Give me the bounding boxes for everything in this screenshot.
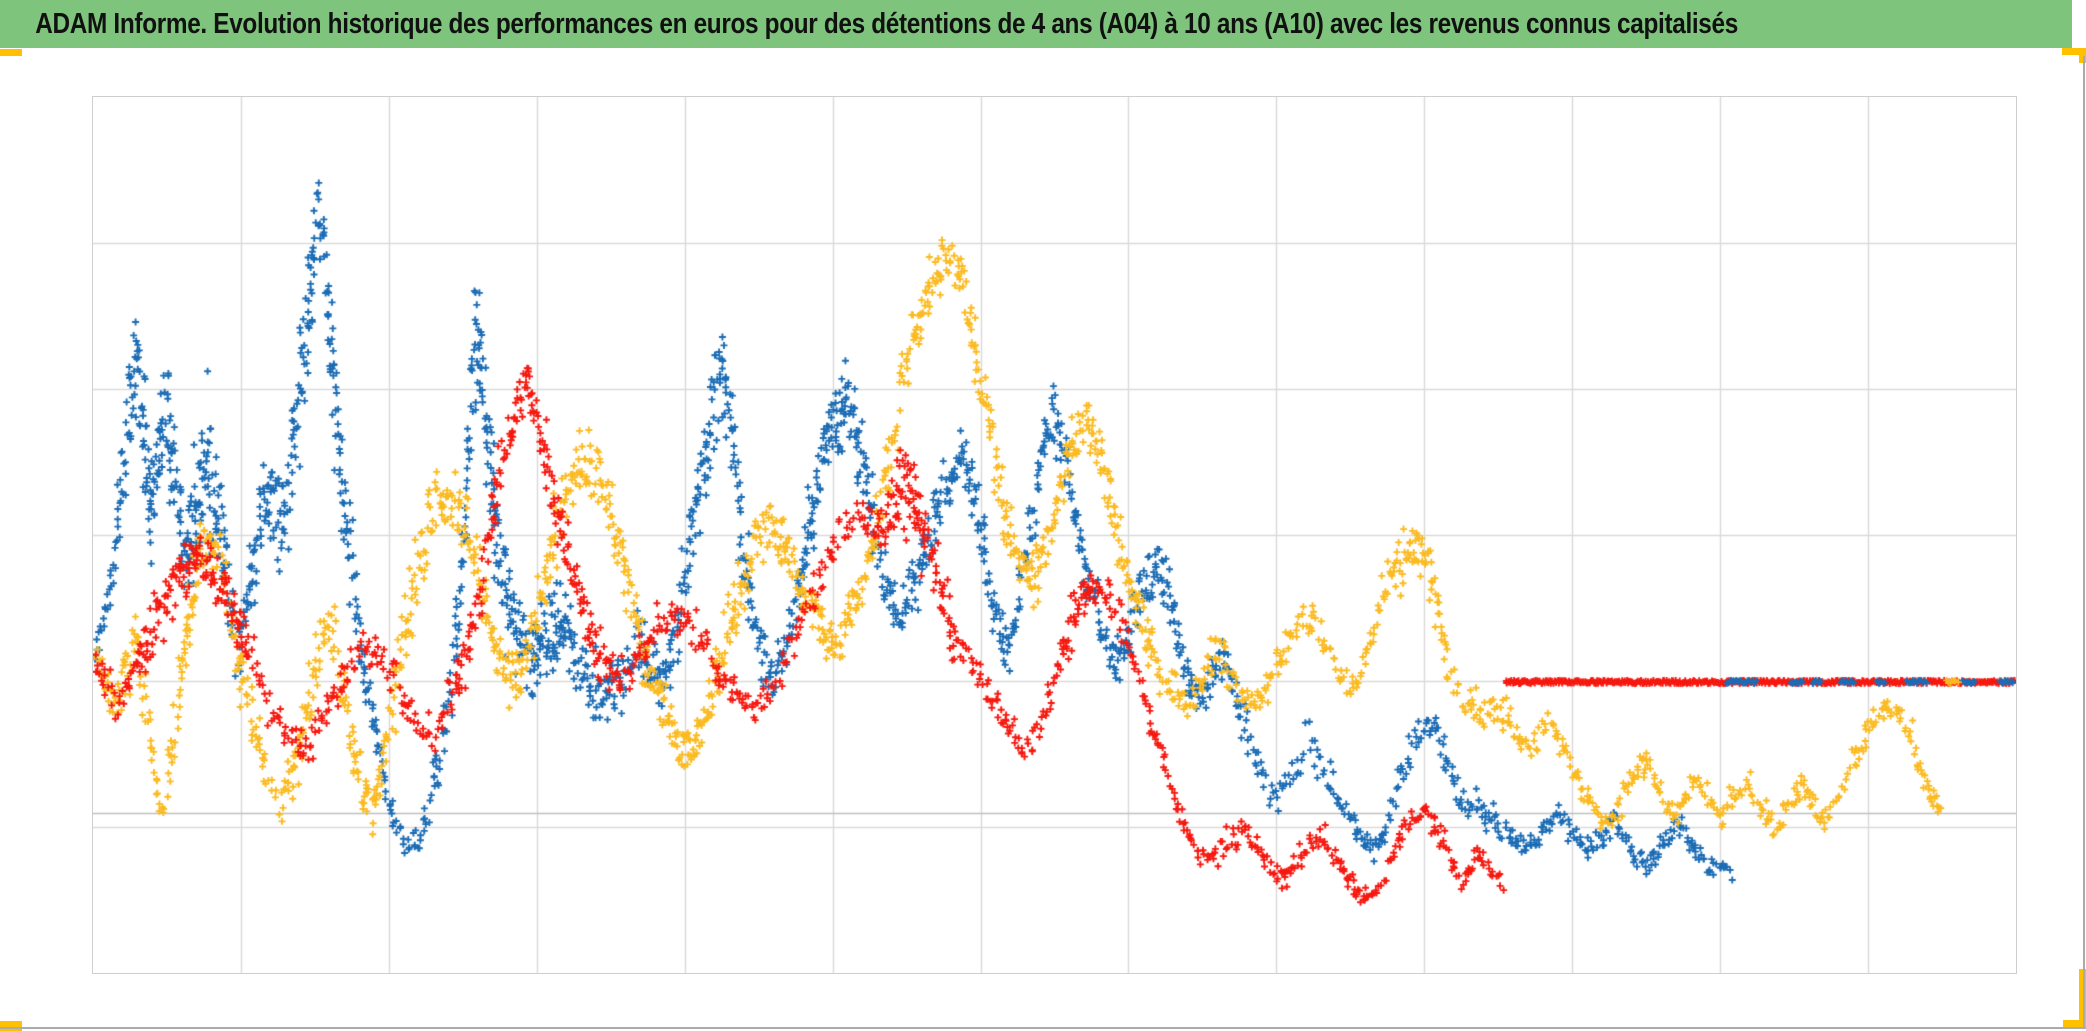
accent-bottom-left	[0, 1021, 22, 1031]
accent-top-right	[2062, 48, 2086, 55]
accent-bottom-right-corner	[2079, 969, 2086, 1027]
accent-bottom-right	[2063, 1020, 2086, 1027]
scatter-canvas	[93, 97, 2016, 973]
title-bar: ADAM Informe. Evolution historique des p…	[0, 0, 2072, 48]
report-title: ADAM Informe. Evolution historique des p…	[35, 8, 1738, 40]
window-border-right	[2083, 56, 2085, 1029]
accent-top-right-corner	[2079, 48, 2086, 63]
accent-top-left	[0, 49, 22, 56]
window-border-bottom	[0, 1027, 2086, 1029]
performance-scatter-chart	[92, 96, 2017, 974]
